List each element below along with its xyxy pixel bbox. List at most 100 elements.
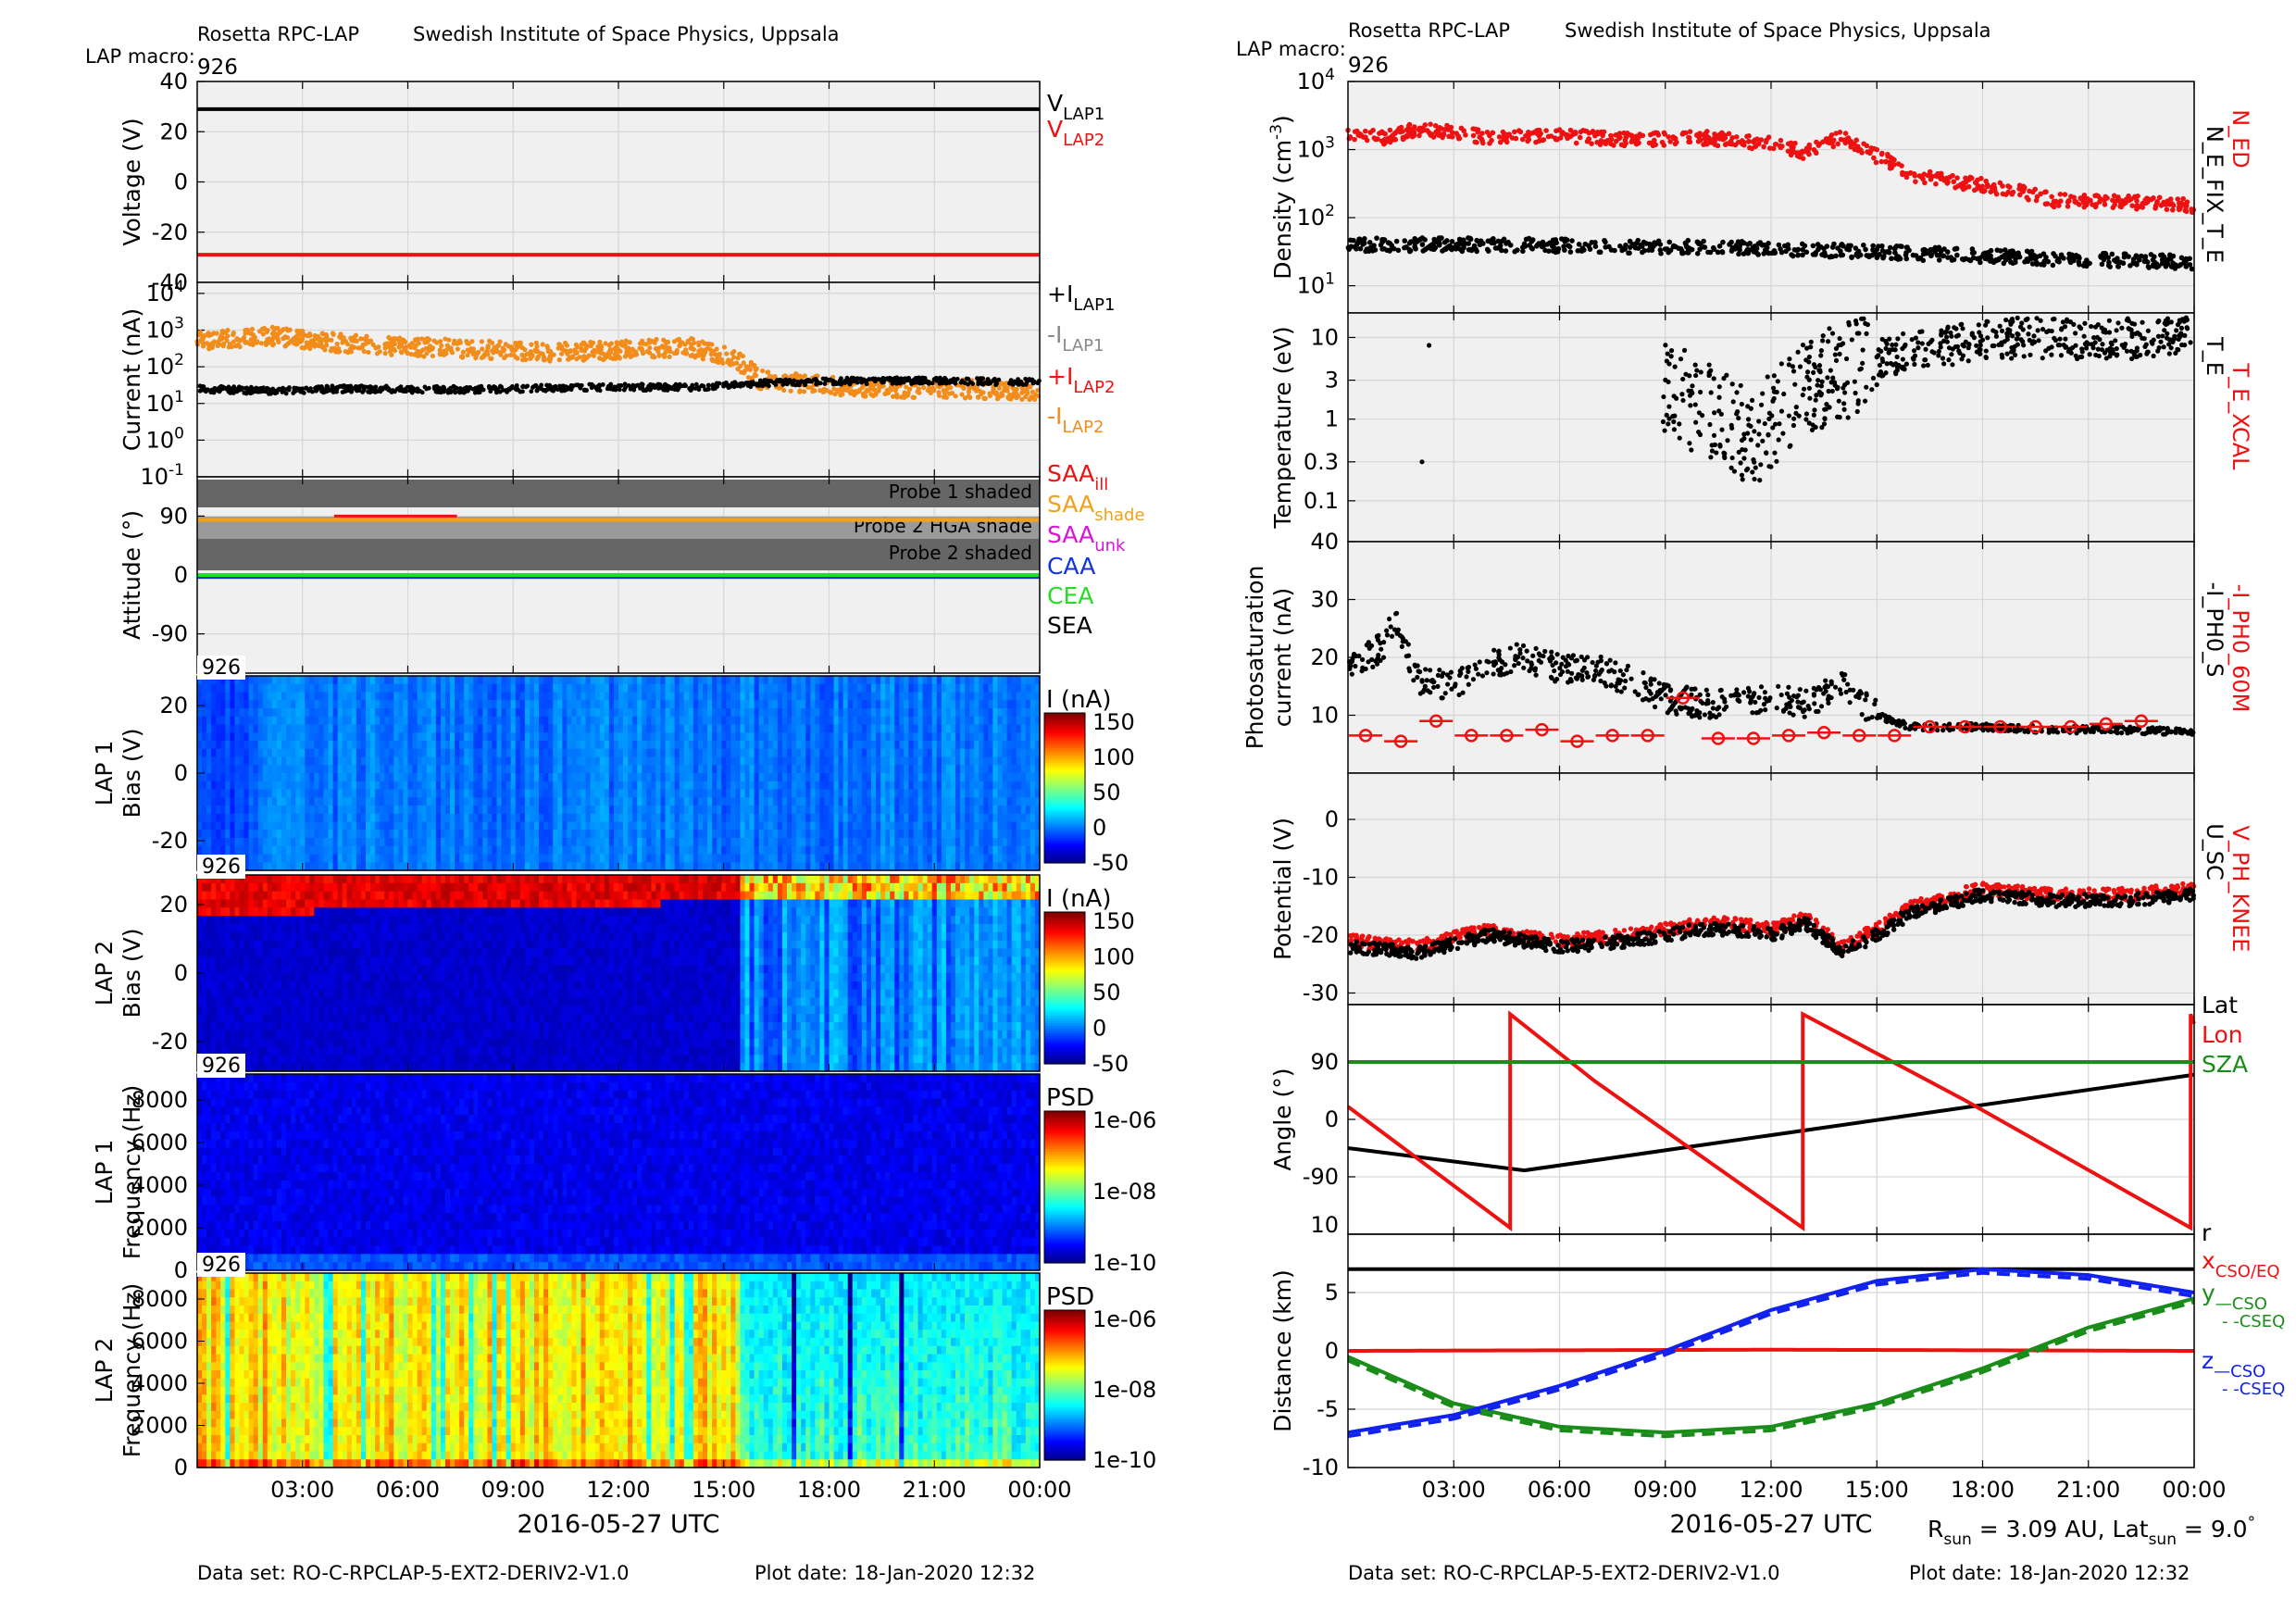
current-point-orange <box>373 345 378 350</box>
current-point-orange <box>678 340 682 344</box>
current-point-orange <box>754 373 758 378</box>
current-point-black <box>505 390 509 394</box>
right-institute: Swedish Institute of Space Physics, Upps… <box>1565 19 1991 42</box>
current-point-orange <box>250 327 255 331</box>
current-point-orange <box>465 353 469 357</box>
right-macro-label: LAP macro: <box>1236 38 1346 60</box>
current-point-orange <box>243 328 247 332</box>
voltage-legend-0-base: V <box>1047 90 1063 117</box>
current-point-orange <box>563 341 568 345</box>
current-ytick-label-0: 104 <box>146 278 184 306</box>
current-point-orange <box>899 394 904 399</box>
current-point-orange <box>1033 393 1038 397</box>
current-point-orange <box>496 343 501 347</box>
current-point-orange <box>585 344 590 348</box>
current-point-orange <box>218 337 222 342</box>
current-point-orange <box>468 346 473 351</box>
current-point-orange <box>418 351 422 356</box>
current-point-orange <box>802 389 806 394</box>
current-point-orange <box>683 351 688 356</box>
current-point-orange <box>509 346 514 351</box>
current-point-orange <box>959 392 964 396</box>
current-point-orange <box>599 348 604 353</box>
current-point-orange <box>947 392 952 396</box>
current-point-orange <box>749 360 754 365</box>
current-point-black <box>724 381 729 385</box>
current-point-orange <box>739 370 743 375</box>
current-point-orange <box>722 344 727 349</box>
current-point-orange <box>402 345 406 350</box>
rsun-label: R <box>1928 1516 1943 1543</box>
current-point-orange <box>534 344 539 348</box>
current-point-orange <box>675 348 680 353</box>
current-point-orange <box>663 350 668 355</box>
current-point-orange <box>319 338 324 343</box>
current-point-orange <box>245 340 250 344</box>
current-ytick-label-4: 100 <box>146 424 184 453</box>
current-point-orange <box>738 351 742 356</box>
current-point-orange <box>916 389 920 394</box>
left-macro-value: 926 <box>197 56 238 80</box>
current-point-orange <box>598 344 603 348</box>
current-point-black <box>842 379 847 383</box>
current-point-black <box>797 383 802 388</box>
current-point-orange <box>976 395 980 400</box>
current-point-orange <box>438 339 443 344</box>
current-point-black <box>623 381 628 386</box>
current-ytick-exp: -1 <box>168 461 184 480</box>
current-point-orange <box>430 354 435 358</box>
current-point-orange <box>701 356 705 361</box>
current-point-orange <box>421 354 426 358</box>
current-point-orange <box>452 341 456 345</box>
current-point-orange <box>668 355 672 359</box>
current-ytick-exp: 4 <box>174 278 184 296</box>
current-point-orange <box>265 330 269 334</box>
current-point-orange <box>231 332 235 337</box>
current-point-orange <box>827 389 831 394</box>
current-point-orange <box>760 369 765 373</box>
current-point-orange <box>391 336 395 341</box>
current-point-orange <box>1032 397 1037 402</box>
current-point-orange <box>651 353 655 357</box>
current-point-orange <box>623 344 628 349</box>
current-point-orange <box>997 394 1002 399</box>
rsun-sub: sun <box>1943 1530 1971 1549</box>
current-point-black <box>342 383 346 388</box>
current-point-orange <box>306 333 310 338</box>
current-point-orange <box>972 386 977 391</box>
current-point-orange <box>351 345 356 350</box>
current-point-orange <box>356 345 360 350</box>
current-point-orange <box>716 355 720 359</box>
current-point-orange <box>283 334 288 339</box>
current-point-orange <box>219 329 224 333</box>
current-ytick-base: 10 <box>141 464 169 490</box>
right-dataset: Data set: RO-C-RPCLAP-5-EXT2-DERIV2-V1.0 <box>1348 1562 1779 1584</box>
current-point-orange <box>425 337 430 342</box>
current-point-orange <box>522 347 527 352</box>
current-point-orange <box>641 351 645 356</box>
left-title: Rosetta RPC-LAP <box>197 23 359 45</box>
current-point-orange <box>214 331 218 335</box>
current-point-orange <box>469 339 474 344</box>
current-point-orange <box>250 332 255 337</box>
lat-sub: sun <box>2149 1530 2177 1549</box>
current-point-orange <box>711 349 716 354</box>
current-point-orange <box>312 344 317 348</box>
current-point-orange <box>450 350 455 355</box>
current-point-orange <box>961 385 966 390</box>
current-point-black <box>777 379 781 383</box>
current-point-orange <box>501 348 505 353</box>
current-point-orange <box>483 350 488 355</box>
current-point-orange <box>439 344 443 348</box>
current-point-orange <box>542 357 546 362</box>
current-point-orange <box>664 340 668 344</box>
current-point-orange <box>413 352 418 356</box>
current-point-orange <box>822 387 827 392</box>
current-point-orange <box>655 346 660 351</box>
current-point-orange <box>624 351 629 356</box>
current-point-orange <box>414 338 418 343</box>
current-point-orange <box>609 341 614 345</box>
current-point-orange <box>461 350 466 355</box>
current-point-orange <box>432 339 437 344</box>
